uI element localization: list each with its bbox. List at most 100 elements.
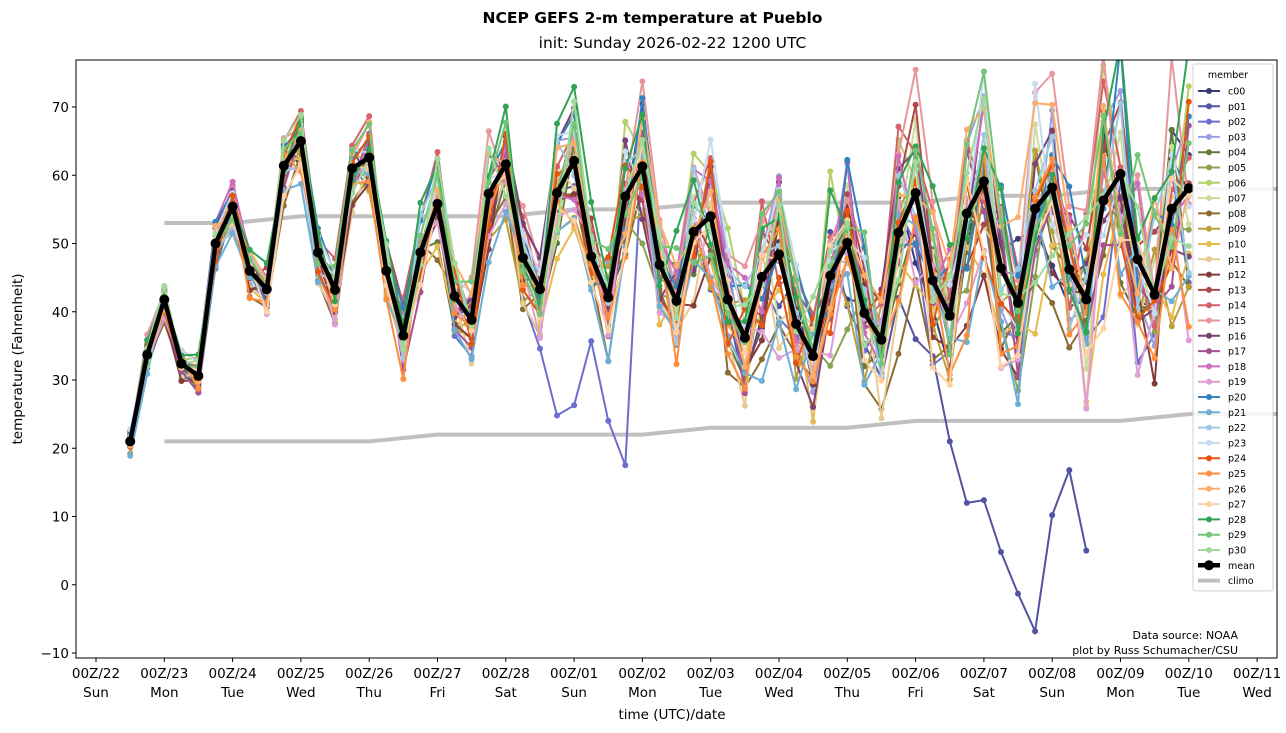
mean-point bbox=[347, 163, 358, 174]
member-point-p01 bbox=[998, 549, 1004, 555]
member-point-p23 bbox=[622, 148, 629, 155]
legend-item-p22: p22 bbox=[1198, 423, 1246, 434]
member-point-p26 bbox=[861, 272, 868, 279]
legend-item-p05: p05 bbox=[1198, 163, 1246, 174]
member-point-p25 bbox=[810, 378, 817, 385]
member-point-p25 bbox=[1117, 290, 1124, 297]
member-point-p21 bbox=[656, 303, 663, 310]
member-point-p18 bbox=[758, 308, 765, 315]
mean-point bbox=[364, 152, 375, 163]
legend-label: p06 bbox=[1228, 178, 1246, 189]
legend-swatch-marker bbox=[1206, 133, 1212, 140]
member-point-p28 bbox=[724, 318, 731, 325]
member-point-p28 bbox=[929, 183, 936, 189]
member-point-p13 bbox=[980, 221, 987, 228]
legend-label: p22 bbox=[1228, 423, 1246, 434]
mean-point bbox=[996, 263, 1006, 274]
member-point-p27 bbox=[468, 327, 475, 334]
member-point-p10 bbox=[554, 255, 560, 262]
member-point-p09 bbox=[1032, 147, 1039, 154]
member-point-p11 bbox=[878, 415, 885, 422]
member-point-p27 bbox=[1117, 236, 1124, 243]
y-tick-label: 0 bbox=[60, 578, 69, 594]
legend-item-p20: p20 bbox=[1198, 393, 1246, 404]
x-tick-day-label: Thu bbox=[356, 685, 382, 701]
mean-point bbox=[825, 270, 836, 281]
member-point-p30 bbox=[656, 234, 663, 241]
member-point-p25 bbox=[1049, 156, 1056, 163]
x-tick-day-label: Fri bbox=[429, 685, 445, 701]
member-point-p30 bbox=[673, 315, 680, 322]
member-point-p29 bbox=[315, 260, 321, 267]
member-point-p15 bbox=[929, 198, 936, 205]
member-point-p19 bbox=[1134, 372, 1141, 378]
member-point-p25 bbox=[519, 282, 526, 289]
member-point-p30 bbox=[1049, 252, 1056, 259]
legend-item-p26: p26 bbox=[1198, 484, 1246, 495]
member-point-p25 bbox=[1151, 355, 1158, 362]
member-point-p20 bbox=[1066, 183, 1073, 190]
x-tick-label: 00Z/07 bbox=[960, 666, 1008, 682]
member-point-p29 bbox=[690, 259, 697, 266]
member-point-p29 bbox=[605, 246, 612, 253]
member-point-p29 bbox=[468, 278, 475, 285]
member-point-p29 bbox=[1066, 243, 1073, 250]
mean-point bbox=[398, 330, 409, 341]
x-tick-day-label: Sun bbox=[83, 685, 109, 701]
member-point-p04 bbox=[434, 239, 441, 246]
legend-swatch-marker bbox=[1206, 547, 1212, 553]
mean-point bbox=[1064, 264, 1075, 275]
member-point-p29 bbox=[1015, 308, 1021, 315]
member-point-p01 bbox=[946, 438, 953, 445]
legend-item-p28: p28 bbox=[1198, 515, 1246, 526]
member-point-p30 bbox=[571, 98, 578, 105]
x-tick-label: 00Z/28 bbox=[482, 666, 530, 682]
member-point-p18 bbox=[1134, 180, 1141, 187]
member-point-p30 bbox=[741, 301, 748, 308]
member-point-p07 bbox=[1168, 143, 1175, 150]
member-point-p15 bbox=[1049, 70, 1056, 77]
member-point-p26 bbox=[810, 372, 817, 379]
legend-label: p24 bbox=[1228, 454, 1246, 465]
legend-swatch-marker bbox=[1206, 225, 1212, 232]
member-point-p08 bbox=[1049, 300, 1056, 306]
member-point-p14 bbox=[1100, 78, 1107, 85]
member-point-p29 bbox=[793, 276, 800, 283]
legend-label: p28 bbox=[1228, 515, 1246, 526]
legend-swatch-marker bbox=[1206, 195, 1212, 202]
member-point-p24 bbox=[793, 359, 800, 366]
member-point-p08 bbox=[758, 356, 765, 363]
y-tick-label: 50 bbox=[52, 237, 69, 253]
member-point-p24 bbox=[519, 286, 526, 293]
member-point-p23 bbox=[1185, 203, 1192, 210]
climo-line-low bbox=[164, 412, 1277, 444]
member-point-p19 bbox=[776, 354, 782, 361]
member-point-p25 bbox=[793, 353, 800, 360]
member-point-p25 bbox=[895, 298, 902, 304]
legend-label: p11 bbox=[1228, 255, 1246, 266]
member-point-p02 bbox=[554, 412, 560, 419]
mean-point bbox=[688, 226, 699, 237]
mean-point bbox=[415, 247, 426, 258]
member-point-p27 bbox=[1185, 192, 1192, 199]
member-point-p30 bbox=[844, 220, 851, 227]
member-point-p30 bbox=[639, 136, 646, 143]
member-point-p25 bbox=[1185, 323, 1192, 330]
member-point-p20 bbox=[1015, 272, 1021, 279]
x-tick-label: 00Z/11 bbox=[1233, 666, 1281, 682]
legend-label: p27 bbox=[1228, 500, 1246, 511]
member-point-p14 bbox=[1117, 164, 1124, 171]
member-point-p26 bbox=[741, 364, 748, 370]
legend-label: p16 bbox=[1228, 331, 1246, 342]
member-point-p28 bbox=[1186, 43, 1192, 49]
member-point-p25 bbox=[707, 278, 714, 285]
member-point-p06 bbox=[827, 168, 834, 175]
member-point-p14 bbox=[1151, 323, 1158, 330]
member-point-p01 bbox=[1015, 590, 1021, 597]
member-point-p19 bbox=[963, 300, 970, 307]
member-point-p22 bbox=[1049, 133, 1056, 140]
mean-point bbox=[808, 351, 819, 362]
member-point-p30 bbox=[998, 290, 1004, 297]
member-point-p30 bbox=[1134, 203, 1141, 210]
member-point-p27 bbox=[588, 279, 595, 286]
